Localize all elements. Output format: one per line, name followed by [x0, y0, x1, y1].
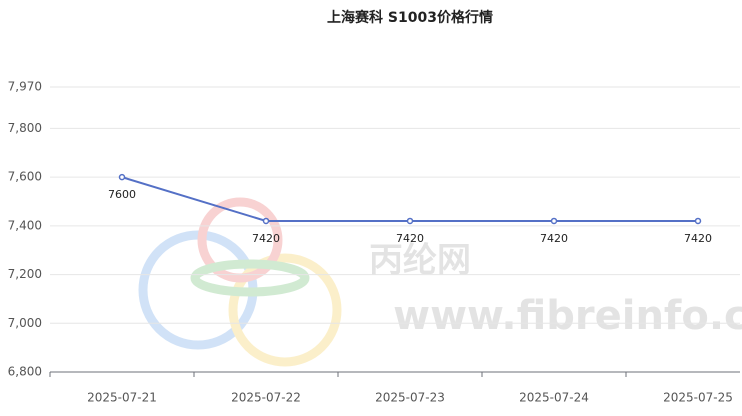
point — [262, 217, 270, 225]
watermark-logo — [138, 197, 342, 367]
data-label: 7420 — [396, 232, 424, 245]
y-tick-label: 7,200 — [8, 267, 42, 281]
data-label: 7600 — [108, 188, 136, 201]
data-label: 7420 — [684, 232, 712, 245]
y-tick-label: 7,000 — [8, 316, 42, 330]
x-tick-label: 2025-07-21 — [87, 391, 157, 405]
data-label: 7420 — [540, 232, 568, 245]
point — [118, 173, 126, 181]
chart-title: 上海赛科 S1003价格行情 — [327, 9, 493, 26]
watermark-url: www.fibreinfo.com — [393, 293, 742, 339]
watermark-text: 丙纶网 — [369, 241, 471, 281]
y-tick-label: 7,600 — [8, 170, 42, 184]
y-tick-label: 7,970 — [8, 80, 42, 94]
x-tick-label: 2025-07-22 — [231, 391, 301, 405]
point — [406, 217, 414, 225]
point — [694, 217, 702, 225]
y-tick-label: 6,800 — [8, 365, 42, 379]
data-label: 7420 — [252, 232, 280, 245]
x-tick-label: 2025-07-23 — [375, 391, 445, 405]
y-tick-label: 7,400 — [8, 218, 42, 232]
y-tick-label: 7,800 — [8, 121, 42, 135]
x-tick-label: 2025-07-25 — [663, 391, 733, 405]
x-tick-label: 2025-07-24 — [519, 391, 589, 405]
point — [550, 217, 558, 225]
